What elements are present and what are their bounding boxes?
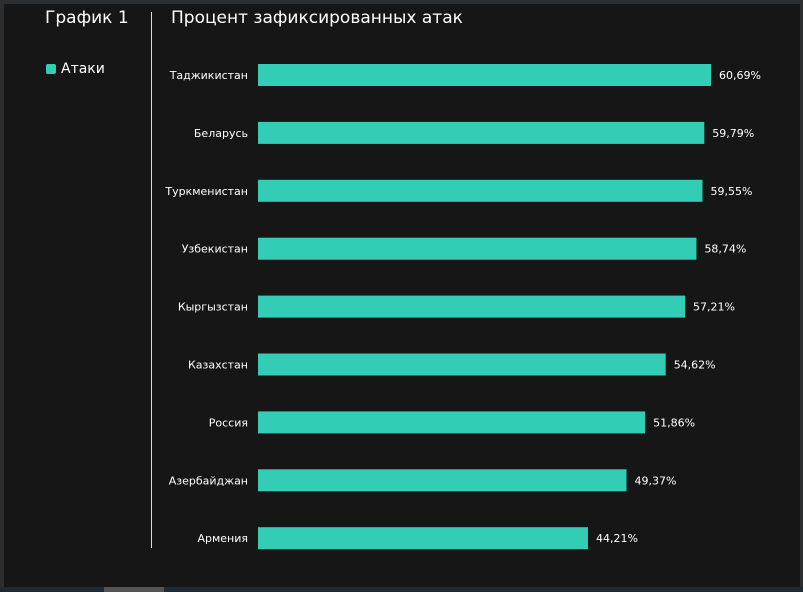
data-label: 54,62% xyxy=(674,359,716,372)
category-label: Узбекистан xyxy=(182,243,248,256)
data-label: 49,37% xyxy=(635,474,677,487)
category-label: Кыргызстан xyxy=(178,301,248,314)
category-label: Казахстан xyxy=(188,359,248,372)
bar xyxy=(258,179,703,202)
data-label: 44,21% xyxy=(596,532,638,545)
category-label: Таджикистан xyxy=(169,69,248,82)
bar xyxy=(258,295,686,318)
legend-swatch xyxy=(46,64,56,74)
category-label: Беларусь xyxy=(194,127,248,140)
category-label: Туркменистан xyxy=(164,185,248,198)
data-label: 58,74% xyxy=(704,243,746,256)
legend-label: Атаки xyxy=(61,61,105,77)
bar xyxy=(258,411,646,434)
bar xyxy=(258,469,627,492)
bar xyxy=(258,237,697,260)
bar xyxy=(258,121,705,144)
category-label: Азербайджан xyxy=(169,474,248,487)
category-label: Россия xyxy=(209,416,248,429)
legend-item: Атаки xyxy=(46,61,105,77)
scrollbar-thumb[interactable] xyxy=(104,587,164,592)
bar xyxy=(258,64,711,86)
bar xyxy=(258,527,588,550)
category-label: Армения xyxy=(197,532,248,545)
data-label: 59,79% xyxy=(712,127,754,140)
data-label: 59,55% xyxy=(710,185,752,198)
data-label: 57,21% xyxy=(693,301,735,314)
horizontal-scrollbar[interactable] xyxy=(0,587,803,592)
panel-title: График 1 xyxy=(45,8,129,28)
data-label: 51,86% xyxy=(653,416,695,429)
data-label: 60,69% xyxy=(719,69,761,82)
divider xyxy=(151,12,152,548)
bar xyxy=(258,353,666,376)
chart-title: Процент зафиксированных атак xyxy=(171,8,463,28)
